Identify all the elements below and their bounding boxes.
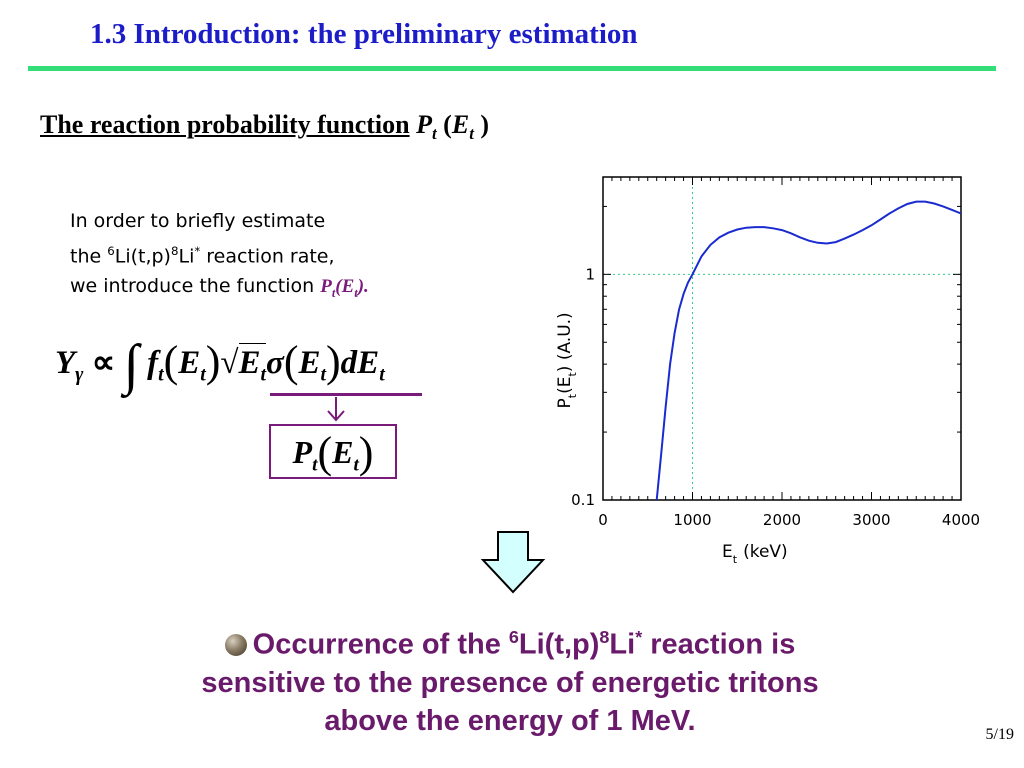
intro-line-2: the 6Li(t,p)8Li* reaction rate,: [70, 244, 335, 268]
chart-labels: 0 1000 2000 3000 4000 0.1 1 Et (keV) Pt(Et) (A.U.…: [555, 265, 980, 566]
yield-equation: Yγ ∝ ∫ ft(Et)√Etσ(Et)dEt: [55, 334, 385, 396]
page-number: 5/19: [985, 726, 1014, 743]
intro-paragraph: In order to briefly estimate the 6Li(t,p…: [70, 206, 369, 308]
chart-ticks: [602, 177, 962, 501]
x-tick-label: 2000: [763, 511, 801, 529]
y-axis-label: Pt(Et) (A.U.): [555, 312, 579, 408]
conclusion-line-1: Occurrence of the 6Li(t,p)8Li* reaction …: [100, 618, 920, 664]
x-tick-label: 4000: [942, 511, 980, 529]
conclusion-line-3: above the energy of 1 MeV.: [324, 704, 696, 737]
down-arrow-icon: [480, 531, 546, 594]
subtitle-formula: Pt (Et ): [416, 110, 490, 144]
probability-chart: 0 1000 2000 3000 4000 0.1 1 Et (keV) Pt(Et) (A.U.…: [555, 176, 980, 566]
title-divider: [28, 66, 996, 71]
intro-line-3: we introduce the function Pt(Et).: [70, 275, 369, 301]
conclusion-text: Occurrence of the 6Li(t,p)8Li* reaction …: [100, 618, 920, 740]
x-axis-label: Et (keV): [722, 542, 788, 566]
intro-line-1: In order to briefly estimate: [70, 210, 326, 232]
bullet-icon: [224, 633, 247, 656]
plot-area-border: [602, 176, 962, 501]
x-tick-label: 3000: [852, 511, 890, 529]
y-tick-label: 0.1: [571, 491, 595, 509]
equation-underline: [270, 393, 422, 396]
function-symbol: Pt(Et).: [320, 276, 369, 301]
x-tick-label: 1000: [673, 511, 711, 529]
chart-frame: [602, 176, 962, 501]
x-tick-label: 0: [598, 511, 608, 529]
slide-title: 1.3 Introduction: the preliminary estima…: [90, 18, 638, 50]
subtitle-text: The reaction probability function: [40, 110, 410, 139]
section-subtitle: The reaction probability function Pt (Et…: [40, 110, 489, 144]
down-arrow-icon: [327, 397, 345, 422]
conclusion-line-2: sensitive to the presence of energetic t…: [201, 666, 819, 699]
probability-function-box: Pt(Et): [269, 424, 397, 479]
series-line: [655, 200, 962, 501]
chart-reference-lines: [603, 177, 961, 500]
y-tick-label: 1: [585, 265, 595, 283]
